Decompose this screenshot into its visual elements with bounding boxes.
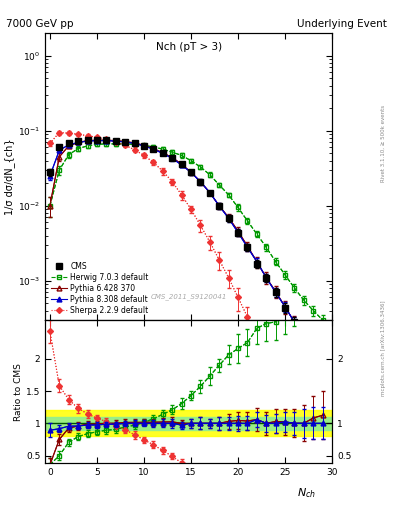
Y-axis label: 1/σ dσ/dN_{ch}: 1/σ dσ/dN_{ch} (4, 138, 15, 215)
Bar (45, 417, 332, 430)
Legend: CMS, Herwig 7.0.3 default, Pythia 6.428 370, Pythia 8.308 default, Sherpa 2.2.9 : CMS, Herwig 7.0.3 default, Pythia 6.428 … (49, 261, 150, 316)
X-axis label: $N_{ch}$: $N_{ch}$ (297, 486, 316, 500)
Text: CMS_2011_S9120041: CMS_2011_S9120041 (151, 293, 227, 300)
Bar (45, 411, 332, 436)
Text: 7000 GeV pp: 7000 GeV pp (6, 19, 73, 30)
Text: mcplots.cern.ch [arXiv:1306.3436]: mcplots.cern.ch [arXiv:1306.3436] (381, 301, 386, 396)
Y-axis label: Ratio to CMS: Ratio to CMS (14, 362, 23, 421)
Text: Underlying Event: Underlying Event (297, 19, 387, 30)
Text: Nch (pT > 3): Nch (pT > 3) (156, 42, 222, 52)
Text: Rivet 3.1.10, ≥ 500k events: Rivet 3.1.10, ≥ 500k events (381, 105, 386, 182)
